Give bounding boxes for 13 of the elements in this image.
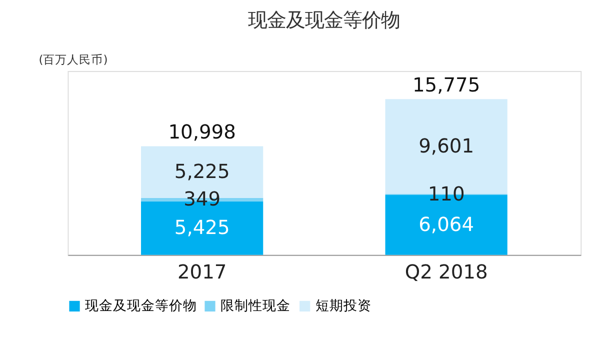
legend-label: 短期投资 xyxy=(315,298,372,314)
data-label: 5,225 xyxy=(174,160,230,183)
chart-title: 现金及现金等价物 xyxy=(248,8,400,32)
data-label: 6,064 xyxy=(418,212,474,236)
data-label: 9,601 xyxy=(418,134,474,158)
total-label: 15,775 xyxy=(412,73,480,96)
total-label: 10,998 xyxy=(168,120,236,144)
x-tick-label: 2017 xyxy=(177,260,227,284)
legend-label: 现金及现金等价物 xyxy=(85,298,198,314)
y-axis-title: (百万人民币) xyxy=(38,52,108,66)
data-label: 5,425 xyxy=(174,216,230,239)
legend-label: 限制性现金 xyxy=(220,298,291,314)
x-tick-label: Q2 2018 xyxy=(404,260,488,284)
